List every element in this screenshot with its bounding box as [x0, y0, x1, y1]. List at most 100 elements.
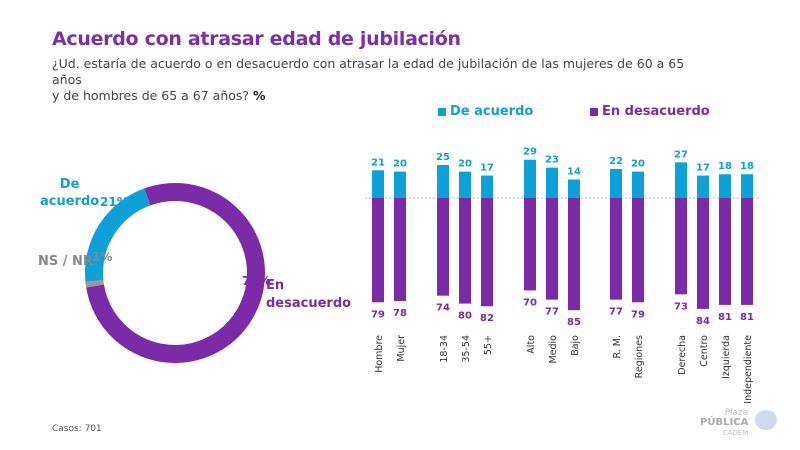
bar-de-acuerdo — [610, 168, 622, 198]
data-label-de-acuerdo: 29 — [523, 147, 537, 158]
value-nsnr: 1% — [92, 250, 113, 264]
data-label-de-acuerdo: 25 — [436, 152, 450, 163]
category-label: Hombre — [374, 335, 385, 373]
bar-de-acuerdo — [741, 174, 753, 198]
data-label-en-desacuerdo: 81 — [718, 312, 732, 323]
category-label: Centro — [699, 335, 710, 367]
value-en-desacuerdo: 78% — [242, 274, 271, 288]
data-label-en-desacuerdo: 85 — [567, 317, 581, 328]
data-label-de-acuerdo: 18 — [718, 161, 732, 172]
data-label-de-acuerdo: 23 — [545, 155, 559, 166]
data-label-de-acuerdo: 17 — [480, 163, 494, 174]
data-label-en-desacuerdo: 73 — [674, 301, 688, 312]
footer-casos: Casos: 701 — [52, 424, 102, 434]
bar-en-desacuerdo — [741, 198, 753, 305]
category-label: Independiente — [743, 335, 754, 404]
category-label: Derecha — [677, 335, 688, 375]
category-label: Izquierda — [721, 335, 732, 379]
bar-en-desacuerdo — [481, 198, 493, 307]
bar-en-desacuerdo — [546, 198, 558, 300]
donut-slice-ns-nr — [85, 280, 104, 288]
data-label-en-desacuerdo: 82 — [480, 313, 494, 324]
data-label-de-acuerdo: 21 — [371, 157, 385, 168]
bar-en-desacuerdo — [568, 198, 580, 311]
data-label-de-acuerdo: 20 — [393, 159, 407, 170]
data-label-en-desacuerdo: 77 — [545, 307, 559, 318]
category-label: 18-34 — [439, 335, 450, 363]
bar-de-acuerdo — [481, 175, 493, 198]
label-de-acuerdo: De acuerdo — [40, 176, 99, 210]
bar-en-desacuerdo — [524, 198, 536, 291]
bar-en-desacuerdo — [372, 198, 384, 303]
legend-swatch — [438, 107, 446, 116]
data-label-en-desacuerdo: 80 — [458, 311, 472, 322]
logo: Plaza PÚBLICA CADEM — [700, 408, 748, 438]
data-label-en-desacuerdo: 74 — [436, 303, 450, 314]
subtitle-line-1: ¿Ud. estaría de acuerdo o en desacuerdo … — [52, 56, 685, 87]
bar-de-acuerdo — [568, 179, 580, 198]
bar-en-desacuerdo — [697, 198, 709, 309]
data-label-de-acuerdo: 27 — [674, 149, 688, 160]
logo-text: PÚBLICA — [700, 417, 749, 428]
logo-text: Plaza — [724, 408, 749, 418]
data-label-en-desacuerdo: 84 — [696, 316, 710, 327]
category-label: Medio — [548, 335, 559, 364]
data-label-en-desacuerdo: 79 — [631, 309, 645, 320]
legend-en-desacuerdo: En desacuerdo — [590, 104, 710, 119]
data-label-en-desacuerdo: 70 — [523, 297, 537, 308]
bar-de-acuerdo — [524, 159, 536, 198]
bar-de-acuerdo — [719, 174, 731, 198]
data-label-de-acuerdo: 22 — [609, 156, 623, 167]
label-line: En — [266, 278, 285, 293]
bar-de-acuerdo — [546, 167, 558, 198]
data-label-en-desacuerdo: 81 — [740, 312, 754, 323]
bar-en-desacuerdo — [632, 198, 644, 303]
legend-de-acuerdo: De acuerdo — [438, 104, 533, 119]
subtitle: ¿Ud. estaría de acuerdo o en desacuerdo … — [52, 56, 692, 104]
bar-de-acuerdo — [437, 165, 449, 198]
bar-en-desacuerdo — [394, 198, 406, 301]
category-label: Regiones — [634, 335, 645, 378]
category-label: 55+ — [483, 335, 494, 355]
value-de-acuerdo: 21% — [100, 195, 129, 209]
label-line: desacuerdo — [266, 296, 352, 311]
data-label-en-desacuerdo: 79 — [371, 309, 385, 320]
label-line: De — [59, 177, 80, 192]
data-label-de-acuerdo: 14 — [567, 167, 581, 178]
data-label-de-acuerdo: 20 — [631, 159, 645, 170]
bar-en-desacuerdo — [459, 198, 471, 304]
subtitle-line-2: y de hombres de 65 a 67 años? — [52, 88, 250, 103]
bar-en-desacuerdo — [675, 198, 687, 295]
category-label: Alto — [526, 335, 537, 354]
bar-de-acuerdo — [697, 175, 709, 198]
data-label-de-acuerdo: 20 — [458, 159, 472, 170]
category-label: Bajo — [570, 335, 581, 356]
bar-de-acuerdo — [632, 171, 644, 198]
data-label-de-acuerdo: 18 — [740, 161, 754, 172]
label-en-desacuerdo: En desacuerdo — [266, 277, 351, 313]
bar-de-acuerdo — [675, 162, 687, 198]
bar-de-acuerdo — [394, 171, 406, 198]
label-nsnr: NS / NR — [38, 254, 93, 269]
legend-label: En desacuerdo — [602, 104, 710, 119]
bar-en-desacuerdo — [437, 198, 449, 296]
bar-de-acuerdo — [459, 171, 471, 198]
data-label-de-acuerdo: 17 — [696, 163, 710, 174]
bar-de-acuerdo — [372, 170, 384, 198]
page-title: Acuerdo con atrasar edad de jubilación — [52, 28, 461, 50]
bar-en-desacuerdo — [719, 198, 731, 305]
bar-en-desacuerdo — [610, 198, 622, 300]
data-label-en-desacuerdo: 78 — [393, 308, 407, 319]
label-line: acuerdo — [40, 194, 100, 209]
category-label: Mujer — [396, 335, 407, 362]
category-label: R. M. — [612, 335, 623, 359]
data-label-en-desacuerdo: 77 — [609, 307, 623, 318]
donut-slice-de-acuerdo — [85, 188, 151, 282]
logo-bubble-icon — [755, 410, 777, 430]
legend-label: De acuerdo — [450, 104, 534, 119]
subtitle-unit: % — [253, 88, 266, 103]
legend-swatch — [590, 107, 598, 116]
logo-text: CADEM — [722, 429, 749, 437]
